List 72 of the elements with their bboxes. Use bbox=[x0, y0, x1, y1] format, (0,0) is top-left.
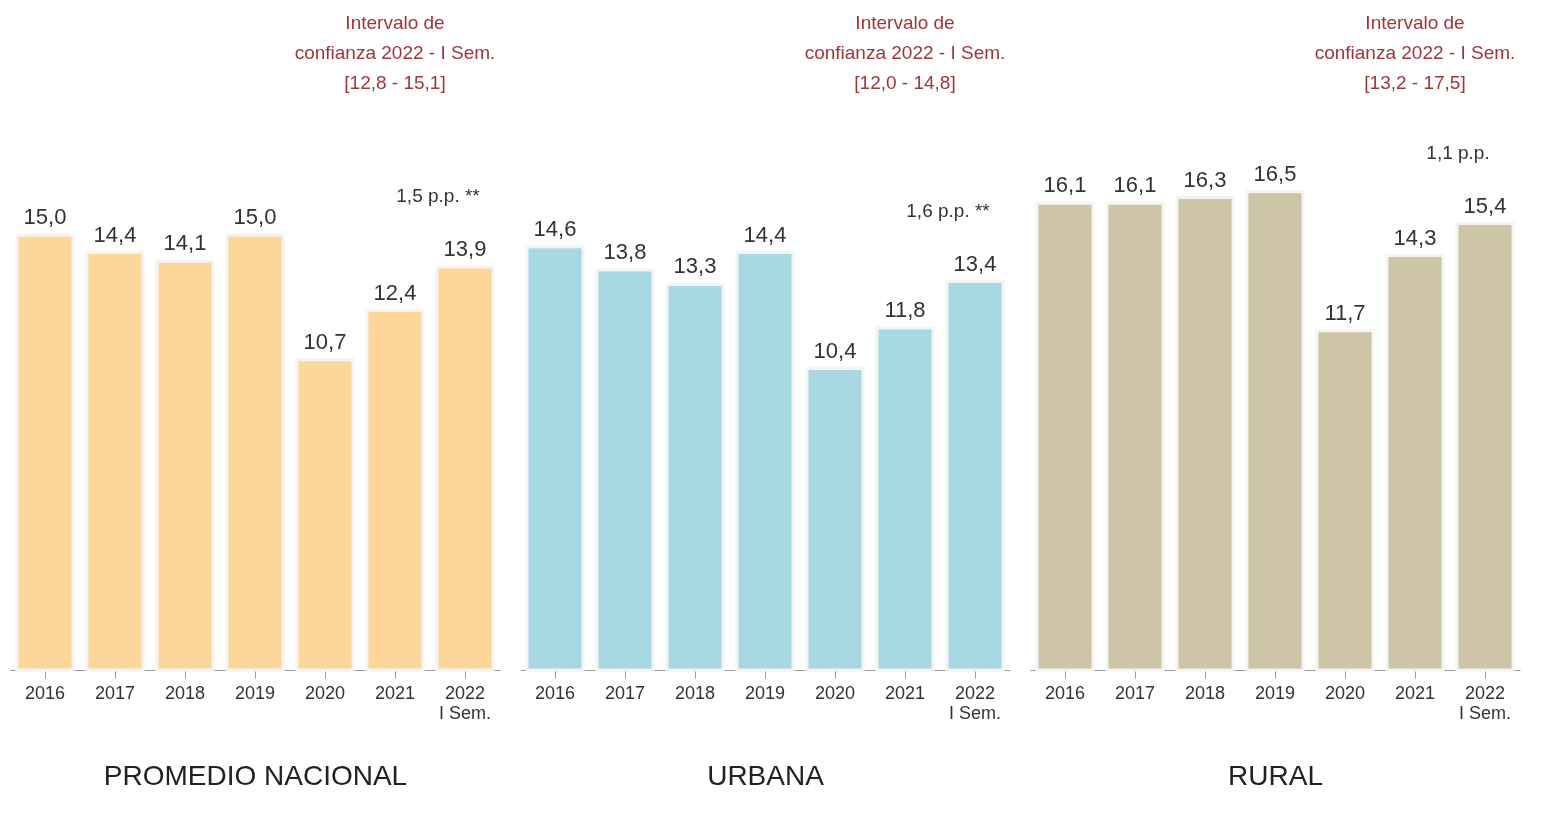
data-label: 14,4 bbox=[743, 221, 787, 247]
data-label: 14,3 bbox=[1393, 224, 1437, 250]
bar bbox=[595, 268, 655, 672]
bar bbox=[665, 282, 725, 672]
data-label: 13,3 bbox=[673, 253, 717, 279]
data-label: 13,4 bbox=[953, 250, 997, 276]
data-label: 15,0 bbox=[233, 204, 277, 230]
bar bbox=[1105, 201, 1165, 672]
x-axis-title: URBANA bbox=[707, 759, 825, 791]
text: 1,6 p.p. ** bbox=[906, 199, 991, 221]
text: Intervalo de confianza 2022 - I Sem. [12,8 - 15,1] bbox=[294, 12, 496, 93]
data-label: 16,3 bbox=[1183, 166, 1227, 192]
data-label: 13,8 bbox=[603, 239, 647, 264]
data-label: 15,0 bbox=[23, 204, 67, 230]
x-tick-label: 2018 bbox=[674, 682, 716, 703]
x-axis-title: RURAL bbox=[1228, 759, 1323, 791]
text: Intervalo de confianza 2022 - I Sem. [13,2 - 17,5] bbox=[1314, 12, 1516, 93]
data-label: 14,6 bbox=[533, 215, 577, 241]
data-label: 16,1 bbox=[1113, 172, 1157, 198]
bar bbox=[155, 259, 215, 672]
x-tick-label: 2016 bbox=[534, 682, 576, 703]
x-tick-label: 2019 bbox=[744, 682, 786, 703]
x-tick-label: 2021 bbox=[884, 682, 926, 703]
x-tick-label: 2020 bbox=[814, 682, 856, 703]
x-tick-label: 2018 bbox=[1184, 682, 1226, 703]
x-tick-label: 2019 bbox=[234, 682, 276, 703]
x-tick-label: 2019 bbox=[1254, 682, 1296, 703]
data-label: 15,4 bbox=[1463, 192, 1507, 218]
bar bbox=[525, 245, 585, 672]
bar bbox=[875, 326, 935, 672]
bar bbox=[15, 233, 75, 672]
bar bbox=[435, 265, 495, 672]
x-tick-label: 2021 bbox=[374, 682, 416, 703]
bar bbox=[1315, 329, 1375, 672]
x-tick-label: 2016 bbox=[24, 682, 66, 703]
bar bbox=[1175, 196, 1235, 672]
data-label: 11,8 bbox=[884, 296, 926, 322]
text: Intervalo de confianza 2022 - I Sem. [12,0 - 14,8] bbox=[804, 12, 1006, 93]
x-tick-label: 2017 bbox=[1114, 682, 1156, 703]
text: 1,5 p.p. ** bbox=[396, 185, 481, 207]
bar bbox=[805, 367, 865, 672]
bar bbox=[365, 309, 425, 672]
bar bbox=[295, 358, 355, 672]
data-label: 11,7 bbox=[1324, 299, 1366, 325]
bar bbox=[1385, 254, 1445, 672]
data-label: 14,4 bbox=[93, 221, 137, 247]
text: 1,1 p.p. bbox=[1426, 141, 1490, 163]
bar bbox=[735, 251, 795, 672]
x-tick-label: 2022 I Sem. bbox=[1458, 682, 1512, 723]
x-tick-label: 2020 bbox=[304, 682, 346, 703]
data-label: 12,4 bbox=[373, 279, 417, 305]
x-tick-label: 2018 bbox=[164, 682, 206, 703]
x-tick-label: 2020 bbox=[1324, 682, 1366, 703]
data-label: 10,7 bbox=[303, 328, 347, 354]
data-label: 10,4 bbox=[813, 337, 857, 363]
x-tick-label: 2017 bbox=[94, 682, 136, 703]
x-tick-label: 2022 I Sem. bbox=[438, 682, 492, 723]
data-label: 13,9 bbox=[443, 236, 487, 262]
bar bbox=[945, 280, 1005, 672]
bar bbox=[1035, 201, 1095, 672]
x-tick-label: 2021 bbox=[1394, 682, 1436, 703]
x-axis-title: PROMEDIO NACIONAL bbox=[103, 759, 408, 791]
data-label: 16,5 bbox=[1253, 160, 1297, 186]
x-tick-label: 2016 bbox=[1044, 682, 1086, 703]
bar bbox=[225, 233, 285, 672]
data-label: 16,1 bbox=[1043, 172, 1087, 198]
bar bbox=[1245, 190, 1305, 672]
data-label: 14,1 bbox=[163, 230, 207, 256]
x-tick-label: 2022 I Sem. bbox=[948, 682, 1002, 723]
bar bbox=[85, 251, 145, 672]
x-tick-label: 2017 bbox=[604, 682, 646, 703]
bar bbox=[1455, 222, 1515, 672]
